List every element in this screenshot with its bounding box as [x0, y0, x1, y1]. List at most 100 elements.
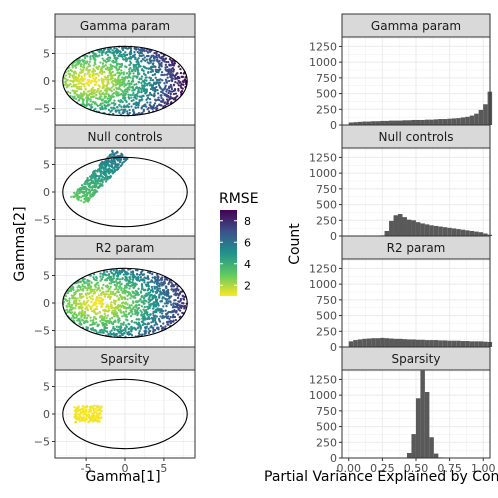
data-point: [128, 46, 131, 49]
data-point: [117, 309, 121, 312]
histogram-bar: [447, 118, 452, 125]
facet-label: R2 param: [387, 241, 446, 255]
data-point: [183, 78, 187, 81]
data-point: [128, 63, 131, 67]
data-point: [75, 93, 79, 96]
data-point: [89, 297, 92, 300]
data-point: [116, 82, 119, 86]
data-point: [97, 331, 101, 334]
data-point: [110, 316, 114, 320]
data-point: [89, 98, 92, 101]
data-point: [172, 313, 175, 317]
data-point: [118, 269, 121, 273]
data-point: [153, 285, 156, 288]
data-point: [110, 74, 113, 77]
data-point: [86, 182, 89, 185]
data-point: [97, 414, 100, 417]
data-point: [113, 88, 116, 91]
data-point: [94, 312, 98, 316]
data-point: [83, 85, 86, 88]
y-tick-label: 1250: [309, 373, 337, 386]
data-point: [121, 297, 124, 301]
data-point: [158, 287, 161, 290]
data-point: [78, 85, 81, 89]
data-point: [92, 273, 96, 276]
data-point: [101, 184, 104, 187]
data-point: [95, 55, 98, 58]
data-point: [155, 59, 158, 62]
facet-label: Sparsity: [392, 352, 441, 366]
data-point: [154, 321, 157, 324]
data-point: [176, 303, 179, 306]
histogram-bar: [348, 122, 354, 125]
data-point: [107, 293, 111, 296]
data-point: [104, 285, 108, 288]
legend-tick-label: 4: [244, 258, 251, 271]
data-point: [102, 290, 105, 293]
histogram-bar: [362, 338, 367, 347]
data-point: [69, 312, 73, 315]
data-point: [104, 305, 108, 309]
data-point: [140, 295, 143, 299]
data-point: [91, 174, 94, 177]
data-point: [154, 98, 157, 101]
data-point: [155, 70, 158, 74]
points: [62, 268, 188, 339]
y-tick-label: −5: [34, 103, 50, 116]
data-point: [88, 305, 92, 308]
data-point: [76, 193, 79, 196]
data-point: [153, 281, 156, 284]
data-point: [140, 300, 143, 304]
data-point: [173, 306, 176, 309]
data-point: [179, 291, 182, 294]
data-point: [77, 405, 80, 408]
data-point: [165, 81, 169, 84]
data-point: [120, 282, 123, 286]
data-point: [98, 71, 102, 74]
data-point: [81, 100, 85, 104]
data-point: [98, 407, 101, 410]
data-point: [78, 299, 81, 302]
data-point: [90, 328, 94, 331]
data-point: [141, 86, 144, 89]
data-point: [96, 406, 99, 409]
data-point: [73, 313, 77, 316]
data-point: [150, 302, 153, 306]
data-point: [129, 47, 133, 51]
data-point: [172, 63, 175, 67]
data-point: [87, 286, 91, 289]
data-point: [116, 81, 120, 84]
data-point: [98, 310, 101, 314]
data-point: [95, 93, 98, 97]
data-point: [99, 275, 102, 278]
data-point: [128, 312, 131, 315]
data-point: [122, 71, 125, 74]
data-point: [103, 71, 106, 74]
data-point: [169, 90, 172, 93]
data-point: [125, 276, 128, 279]
data-point: [103, 96, 106, 99]
data-point: [86, 327, 89, 331]
data-point: [78, 322, 81, 325]
histogram-bar: [429, 119, 434, 125]
data-point: [101, 323, 105, 326]
data-point: [143, 81, 146, 85]
data-point: [81, 285, 85, 288]
data-point: [167, 282, 170, 286]
data-point: [97, 286, 101, 290]
data-point: [143, 299, 146, 302]
data-point: [118, 85, 121, 88]
data-point: [154, 305, 158, 308]
data-point: [147, 110, 151, 113]
data-point: [109, 290, 112, 293]
data-point: [88, 92, 92, 96]
right-y-axis-title: Count: [287, 223, 303, 265]
data-point: [93, 92, 96, 95]
data-point: [101, 275, 105, 279]
data-point: [76, 59, 80, 62]
data-point: [110, 292, 114, 296]
data-point: [88, 64, 92, 67]
data-point: [139, 290, 143, 293]
data-point: [148, 57, 152, 60]
data-point: [154, 106, 158, 109]
